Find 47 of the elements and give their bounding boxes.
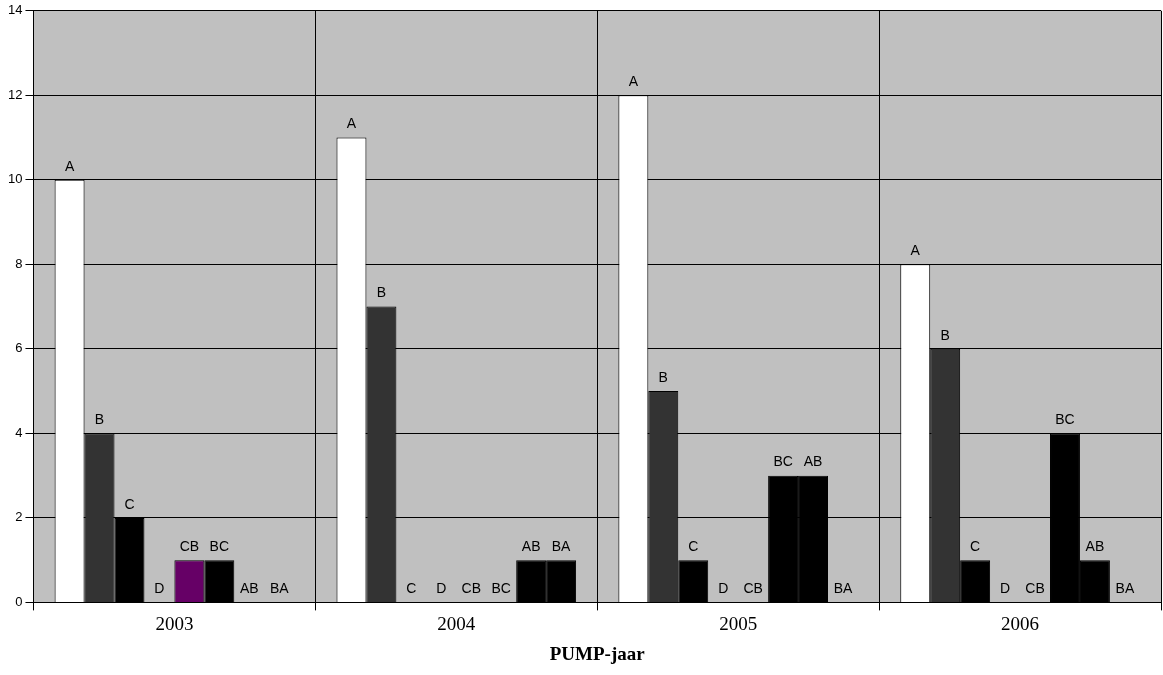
text: BC [773, 453, 793, 470]
series-label: A [346, 115, 357, 132]
text: CB [461, 580, 481, 597]
text: D [718, 580, 729, 597]
x-axis-title: PUMP-jaar [549, 642, 646, 664]
series-label: C [124, 495, 135, 512]
text: AB [803, 453, 823, 470]
text: D [436, 580, 447, 597]
y-tick-label: 4 [15, 424, 23, 440]
series-label: BC [209, 538, 230, 554]
text: B [376, 284, 387, 301]
text: D [1000, 580, 1011, 597]
y-tick-label: 10 [7, 171, 23, 187]
text: AB [239, 580, 259, 597]
text: BC [491, 580, 511, 597]
text: CB [743, 580, 763, 597]
x-tick-label: 2005 [719, 612, 758, 634]
y-tick-label: 12 [7, 86, 23, 102]
text: C [406, 580, 417, 597]
y-tick-label: 8 [15, 255, 23, 271]
bar [204, 560, 235, 602]
text: B [940, 326, 950, 343]
y-tick-label: 0 [15, 593, 23, 609]
text: BC [1055, 411, 1075, 428]
bar [546, 560, 577, 602]
text: CB [1025, 580, 1045, 597]
series-label: B [94, 411, 105, 428]
text: C [970, 538, 981, 554]
text: A [628, 73, 639, 90]
text: BA [269, 580, 289, 597]
text: BA [1115, 580, 1135, 597]
y-tick-label: 2 [15, 509, 23, 525]
series-label: BA [551, 538, 572, 554]
series-label: CB [179, 538, 200, 554]
series-label: AB [521, 538, 541, 554]
text: AB [1085, 538, 1105, 554]
text: C [688, 538, 699, 554]
text: BA [833, 580, 853, 597]
text: B [658, 368, 668, 385]
text: A [64, 157, 75, 174]
legend-label: D [154, 580, 165, 597]
y-tick-label: 6 [15, 340, 23, 356]
text: A [910, 242, 920, 259]
x-tick-label: 2006 [1001, 612, 1040, 634]
x-tick-label: 2003 [155, 612, 194, 634]
x-tick-label: 2004 [437, 612, 476, 634]
y-tick-label: 14 [7, 2, 23, 18]
